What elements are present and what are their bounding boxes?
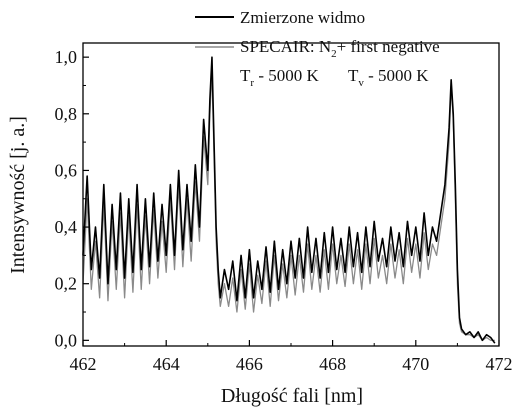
y-tick-label: 0,0 <box>55 330 78 350</box>
annotation-tv-main: T <box>348 66 359 85</box>
y-tick-label: 1,0 <box>55 47 78 67</box>
y-tick-label: 0,6 <box>55 160 78 180</box>
annotation-tr-value: - 5000 K <box>254 66 319 85</box>
x-tick-label: 470 <box>402 354 429 374</box>
annotation-tr: Tr - 5000 K <box>240 66 319 89</box>
ticks-layer: 462 464 466 468 470 472 0,0 0,2 0,4 0,6 0,8 1,0 <box>55 47 513 374</box>
annotation-tv-sub: v <box>358 77 364 89</box>
annotation-tr-sub: r <box>250 77 254 89</box>
legend: Zmierzone widmo SPECAIR: N2+ first negat… <box>195 8 440 89</box>
x-tick-label: 464 <box>153 354 180 374</box>
y-axis-title: Intensywność [j. a.] <box>7 116 29 274</box>
legend-specair-suffix: + first negative <box>337 37 440 56</box>
x-tick-label: 462 <box>70 354 97 374</box>
annotation-tr-main: T <box>240 66 251 85</box>
legend-specair-sub: 2 <box>331 48 337 60</box>
series-line-specair <box>82 70 495 341</box>
legend-specair-prefix: SPECAIR: N <box>240 37 331 56</box>
legend-label-specair: SPECAIR: N2+ first negative <box>240 37 440 60</box>
plot-frame <box>82 42 500 347</box>
x-tick-label: 472 <box>486 354 513 374</box>
series-line-measured <box>82 56 496 344</box>
x-axis-title: Długość fali [nm] <box>221 385 363 407</box>
y-tick-label: 0,2 <box>55 274 78 294</box>
series-layer <box>82 56 496 344</box>
x-tick-label: 466 <box>236 354 263 374</box>
y-tick-label: 0,8 <box>55 104 78 124</box>
annotation-tv: Tv - 5000 K <box>348 66 429 89</box>
x-tick-label: 468 <box>319 354 346 374</box>
annotation-tv-value: - 5000 K <box>364 66 429 85</box>
legend-label-measured: Zmierzone widmo <box>240 8 365 27</box>
y-tick-label: 0,4 <box>55 217 78 237</box>
